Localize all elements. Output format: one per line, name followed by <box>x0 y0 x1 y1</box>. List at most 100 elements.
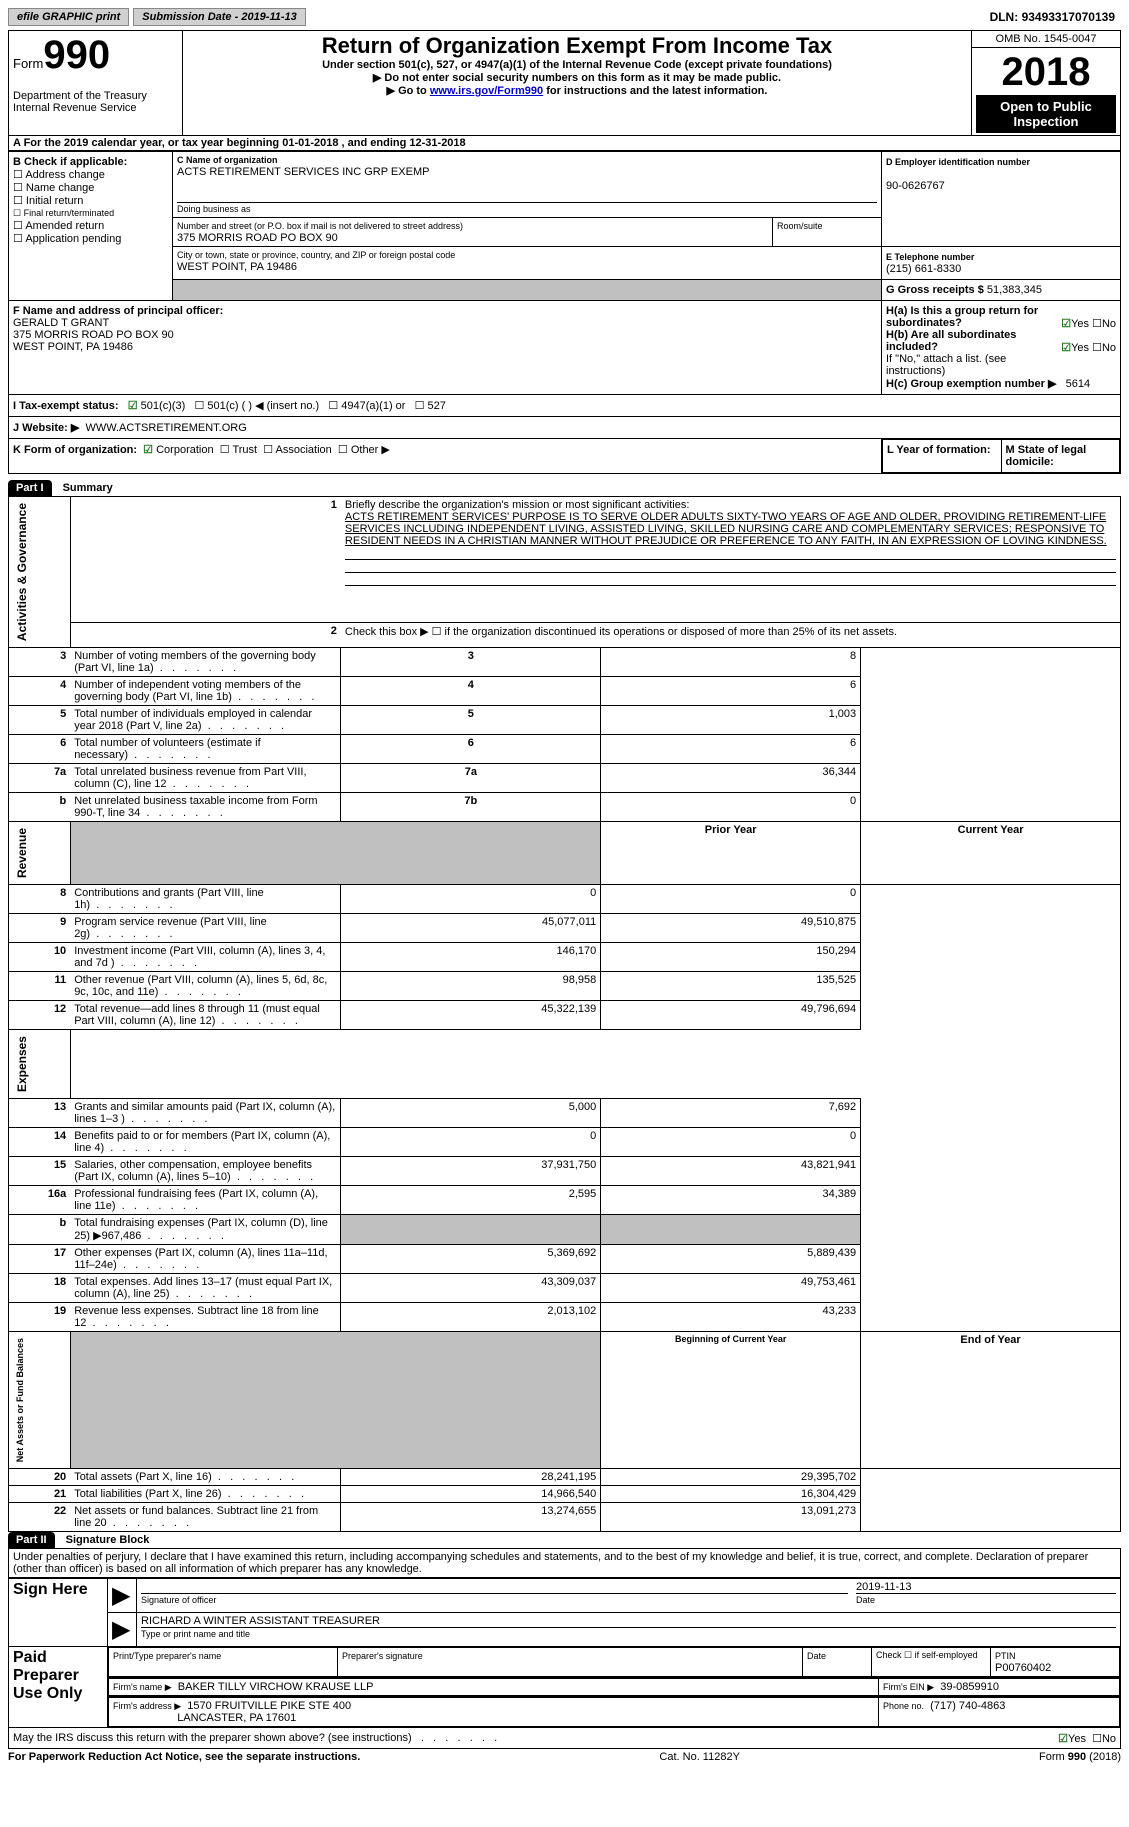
table-row: 8 Contributions and grants (Part VIII, l… <box>9 885 1121 914</box>
box-c-city: City or town, state or province, country… <box>173 247 882 280</box>
cb-amended[interactable]: ☐ Amended return <box>13 220 104 232</box>
row-text: Benefits paid to or for members (Part IX… <box>70 1128 341 1157</box>
open-public: Open to Public Inspection <box>976 95 1116 133</box>
year-cell: 2018 Open to Public Inspection <box>972 48 1121 136</box>
cat-no: Cat. No. 11282Y <box>659 1751 740 1763</box>
hc-row: H(c) Group exemption number ▶ 5614 <box>886 377 1116 390</box>
table-row: 14 Benefits paid to or for members (Part… <box>9 1128 1121 1157</box>
row-text: Total expenses. Add lines 13–17 (must eq… <box>70 1274 341 1303</box>
prep-sig-cell: Preparer's signature <box>338 1648 803 1677</box>
subtitle2: ▶ Do not enter social security numbers o… <box>187 71 967 84</box>
box-e: E Telephone number (215) 661-8330 <box>882 247 1121 280</box>
sub-date-label: Submission Date - <box>142 11 241 23</box>
irs-link[interactable]: www.irs.gov/Form990 <box>430 85 543 97</box>
row-text: Total unrelated business revenue from Pa… <box>70 764 341 793</box>
row-cy: 7,692 <box>601 1099 861 1128</box>
row-py: 45,077,011 <box>341 914 601 943</box>
cb-app-label: Application pending <box>25 233 121 245</box>
sig-date-cell: 2019-11-13 Date <box>852 1579 1121 1613</box>
row-py: 37,931,750 <box>341 1157 601 1186</box>
row-text: Total liabilities (Part X, line 26) <box>70 1486 341 1503</box>
row-cy: 5,889,439 <box>601 1245 861 1274</box>
firm-name-label: Firm's name ▶ <box>113 1682 172 1692</box>
tax-year: 2018 <box>976 50 1116 95</box>
table-row: 10 Investment income (Part VIII, column … <box>9 943 1121 972</box>
row-num: 19 <box>9 1303 71 1332</box>
row-num: 11 <box>9 972 71 1001</box>
city: WEST POINT, PA 19486 <box>177 261 297 273</box>
website: WWW.ACTSRETIREMENT.ORG <box>85 422 246 434</box>
discuss-yn[interactable]: ☑Yes ☐No <box>1058 1732 1116 1745</box>
ha-yn[interactable]: ☑Yes ☐No <box>1061 317 1116 330</box>
sig-decl: Under penalties of perjury, I declare th… <box>8 1548 1121 1578</box>
hb-yn[interactable]: ☑Yes ☐No <box>1061 341 1116 354</box>
room-label: Room/suite <box>777 221 823 231</box>
sig-officer-line <box>141 1581 848 1594</box>
box-f: F Name and address of principal officer:… <box>9 301 882 395</box>
box-c-room: Room/suite <box>773 218 882 247</box>
row-cy: 16,304,429 <box>601 1486 861 1503</box>
prep-se-cell[interactable]: Check ☐ if self-employed <box>872 1648 991 1677</box>
table-row: 3 Number of voting members of the govern… <box>9 648 1121 677</box>
street: 375 MORRIS ROAD PO BOX 90 <box>177 232 338 244</box>
l-label: L Year of formation: <box>887 444 991 456</box>
row-val: 8 <box>601 648 861 677</box>
phone-label: Phone no. <box>883 1701 924 1711</box>
table-row: 12 Total revenue—add lines 8 through 11 … <box>9 1001 1121 1030</box>
box-l: L Year of formation: <box>883 440 1002 473</box>
street-label: Number and street (or P.O. box if mail i… <box>177 221 463 231</box>
row-val: 6 <box>601 735 861 764</box>
line1-text: ACTS RETIREMENT SERVICES' PURPOSE IS TO … <box>345 511 1107 547</box>
cb-initial[interactable]: ☐ Initial return <box>13 195 83 207</box>
city-label: City or town, state or province, country… <box>177 250 455 260</box>
row-num: 21 <box>9 1486 71 1503</box>
side-rev-label: Revenue <box>13 824 31 882</box>
side-rev: Revenue <box>9 822 71 885</box>
sig-arrow1: ▶ <box>108 1579 137 1613</box>
cb-final-label: Final return/terminated <box>24 208 115 218</box>
row-box: 7a <box>341 764 601 793</box>
cb-corp[interactable]: ☑ <box>143 444 153 456</box>
box-c-street: Number and street (or P.O. box if mail i… <box>173 218 773 247</box>
row-num: 3 <box>9 648 71 677</box>
k-o3: Association <box>276 444 332 456</box>
cb-final[interactable]: ☐ Final return/terminated <box>13 208 114 218</box>
cb-name-label: Name change <box>26 182 95 194</box>
cb-501c3[interactable]: ☑ <box>128 400 138 412</box>
cy-hdr: Current Year <box>861 822 1121 885</box>
ein: 90-0626767 <box>886 180 945 192</box>
officer-name: GERALD T GRANT <box>13 317 109 329</box>
row-num: 12 <box>9 1001 71 1030</box>
box-k: K Form of organization: ☑ Corporation ☐ … <box>9 439 882 474</box>
dept1: Department of the Treasury <box>13 90 147 102</box>
efile-btn[interactable]: efile GRAPHIC print <box>8 8 129 26</box>
dba-label: Doing business as <box>177 204 251 214</box>
row-cy: 13,091,273 <box>601 1503 861 1532</box>
row-num: 10 <box>9 943 71 972</box>
cb-app[interactable]: ☐ Application pending <box>13 233 121 245</box>
blank-line1 <box>345 547 1116 560</box>
row-val: 36,344 <box>601 764 861 793</box>
cb-addr[interactable]: ☐ Address change <box>13 169 105 181</box>
row-py: 5,369,692 <box>341 1245 601 1274</box>
pra-notice: For Paperwork Reduction Act Notice, see … <box>8 1751 360 1763</box>
table-row: b Net unrelated business taxable income … <box>9 793 1121 822</box>
sig-date: 2019-11-13 <box>856 1581 1116 1594</box>
sub3-post: for instructions and the latest informat… <box>543 85 767 97</box>
cb-name[interactable]: ☐ Name change <box>13 182 94 194</box>
k-o1: Corporation <box>156 444 213 456</box>
dept2: Internal Revenue Service <box>13 102 137 114</box>
org-name: ACTS RETIREMENT SERVICES INC GRP EXEMP <box>177 166 429 178</box>
row-num: 4 <box>9 677 71 706</box>
row-val: 1,003 <box>601 706 861 735</box>
row-cy: 49,753,461 <box>601 1274 861 1303</box>
submission-date-btn[interactable]: Submission Date - 2019-11-13 <box>133 8 305 26</box>
py-hdr: Prior Year <box>601 822 861 885</box>
c-label: C Name of organization <box>177 155 278 165</box>
ha-label: H(a) Is this a group return for subordin… <box>886 305 1038 329</box>
officer-addr2: WEST POINT, PA 19486 <box>13 341 133 353</box>
box-i: I Tax-exempt status: ☑ 501(c)(3) ☐ 501(c… <box>9 395 1121 417</box>
table-row: 6 Total number of volunteers (estimate i… <box>9 735 1121 764</box>
cb-addr-label: Address change <box>25 169 105 181</box>
dln-value: 93493317070139 <box>1022 10 1115 24</box>
